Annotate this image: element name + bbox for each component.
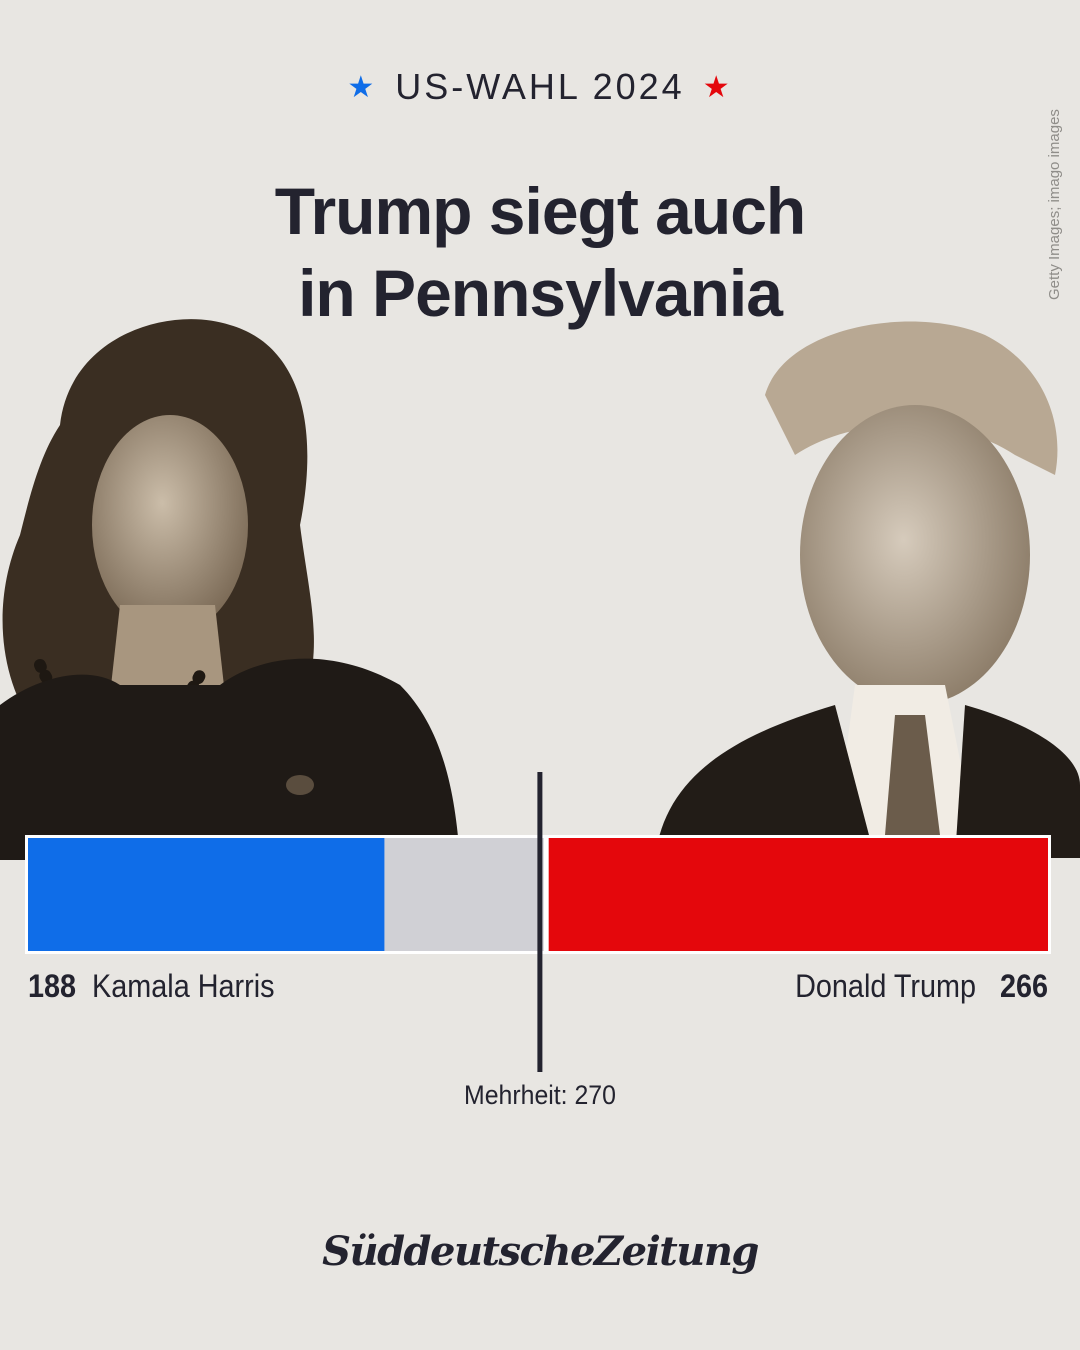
bar-harris [28,838,385,951]
trump-name: Donald Trump [795,968,976,1004]
portrait-photo-icon [655,321,1080,858]
electoral-bar-chart [25,772,1051,1072]
harris-label: 188 Kamala Harris [28,968,275,1005]
trump-label: Donald Trump 266 [795,968,1048,1005]
red-star-icon: ★ [702,71,733,104]
photo-credit: Getty Images; imago images [1046,109,1063,300]
headline: Trump siegt auch in Pennsylvania [0,170,1080,334]
kicker: ★ US-WAHL 2024 ★ [0,66,1080,108]
sz-logo: SüddeutscheZeitung [322,1228,759,1275]
bar-trump [548,838,1048,951]
bar-remaining [384,838,544,951]
harris-value: 188 [28,968,77,1004]
kicker-text: US-WAHL 2024 [395,66,685,107]
majority-label: Mehrheit: 270 [464,1080,616,1110]
blue-star-icon: ★ [347,71,378,104]
harris-portrait [0,305,460,860]
trump-value: 266 [999,968,1048,1004]
trump-portrait [655,305,1080,858]
harris-name: Kamala Harris [92,968,275,1004]
portrait-photo-icon [0,319,460,860]
headline-line-1: Trump siegt auch [274,174,806,248]
headline-line-2: in Pennsylvania [298,256,783,330]
